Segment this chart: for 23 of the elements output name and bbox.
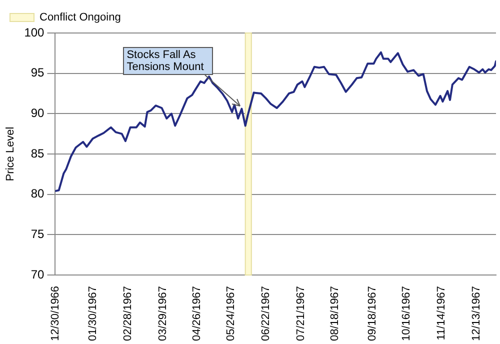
x-tick-label: 02/28/1967 (122, 286, 134, 342)
x-tick-label: 01/30/1967 (86, 286, 99, 342)
y-tick-label: 90 (30, 106, 45, 120)
x-tick-label: 12/13/1967 (470, 286, 483, 342)
annotation: Stocks Fall As Tensions Mount (122, 46, 213, 75)
x-tick-label: 08/18/1967 (328, 286, 341, 342)
y-tick-label: 100 (24, 25, 45, 40)
x-tick-label: 03/29/1967 (157, 286, 170, 342)
y-tick-label: 85 (30, 146, 45, 160)
x-tick-label: 10/16/1967 (400, 286, 412, 342)
x-tick-label: 04/26/1967 (190, 286, 203, 342)
x-tick-label: 05/24/1967 (224, 286, 237, 342)
x-tick-label: 11/14/1967 (436, 286, 448, 340)
y-tick-label: 75 (30, 226, 45, 241)
legend-label: Conflict Ongoing (40, 12, 121, 24)
y-tick-label: 80 (30, 186, 45, 201)
y-axis-title: Price Level (4, 126, 17, 182)
x-tick-label: 09/18/1967 (366, 286, 379, 342)
x-tick-label: 12/30/1966 (49, 286, 62, 342)
x-tick-label: 06/22/1967 (260, 286, 272, 342)
x-tick-label: 07/21/1967 (295, 286, 308, 342)
y-tick-label: 70 (30, 267, 45, 282)
y-tick-label: 95 (30, 66, 45, 80)
